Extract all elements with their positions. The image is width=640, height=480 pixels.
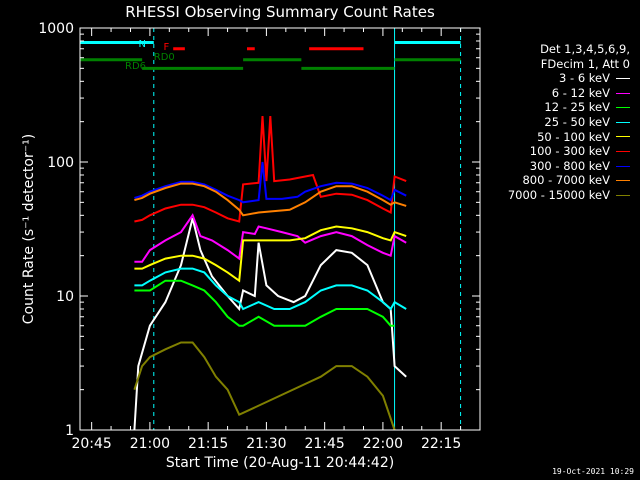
legend-item-label: 50 - 100 keV: [537, 129, 610, 144]
y-axis-label: Count Rate (s⁻¹ detector⁻¹): [21, 134, 37, 324]
x-tick-label: 20:45: [71, 436, 111, 452]
legend-item-label: 12 - 25 keV: [544, 100, 610, 115]
legend-swatch: [616, 165, 630, 167]
legend-header-line: Det 1,3,4,5,6,9,: [540, 42, 630, 56]
x-tick-label: 21:30: [246, 436, 286, 452]
legend-swatch: [616, 136, 630, 138]
x-tick-label: 22:00: [363, 436, 403, 452]
x-axis-label: Start Time (20-Aug-11 20:44:42): [166, 455, 394, 471]
legend-item-label: 300 - 800 keV: [529, 158, 610, 173]
series-line-3: [134, 267, 407, 311]
legend-swatch: [616, 194, 630, 196]
legend-item-label: 100 - 300 keV: [529, 144, 610, 159]
y-tick-label: 1000: [38, 21, 74, 37]
series-line-4: [134, 225, 407, 283]
series-line-1: [134, 213, 407, 263]
legend-item-label: 6 - 12 keV: [551, 85, 610, 100]
datestamp: 19-Oct-2021 10:29: [552, 467, 634, 476]
plot-frame: [79, 27, 481, 431]
legend-item: 25 - 50 keV: [508, 115, 630, 130]
legend-header-line: FDecim 1, Att 0: [540, 56, 630, 71]
legend-item-label: 800 - 7000 keV: [522, 173, 610, 188]
legend-item: 800 - 7000 keV: [508, 173, 630, 188]
legend-item-label: 7000 - 15000 keV: [507, 187, 610, 202]
legend-item: 50 - 100 keV: [508, 130, 630, 145]
legend-item: 7000 - 15000 keV: [508, 188, 630, 203]
x-tick-label: 21:15: [188, 436, 228, 452]
legend-swatch: [616, 150, 630, 152]
series-line-2: [134, 279, 395, 327]
flag-label-RD6: RD6: [125, 61, 146, 72]
chart-title: RHESSI Observing Summary Count Rates: [125, 3, 435, 21]
y-tick-label: 10: [56, 289, 74, 305]
legend-swatch: [616, 180, 630, 182]
legend-swatch: [616, 121, 630, 123]
y-tick-label: 1: [65, 423, 74, 439]
y-tick-label: 100: [47, 155, 74, 171]
series-line-8: [133, 341, 396, 431]
legend-item: 100 - 300 keV: [508, 144, 630, 159]
legend-item: 6 - 12 keV: [508, 86, 630, 101]
legend-item-label: 25 - 50 keV: [544, 114, 610, 129]
legend-item: 3 - 6 keV: [508, 71, 630, 86]
series-line-6: [134, 161, 407, 204]
legend-item: 300 - 800 keV: [508, 159, 630, 174]
flag-label-F: F: [164, 42, 170, 53]
flag-label-RD0: RD0: [154, 52, 175, 63]
legend-swatch: [616, 107, 630, 109]
series-line-7: [134, 182, 407, 217]
legend-item-label: 3 - 6 keV: [559, 71, 610, 86]
series-line-0: [133, 218, 407, 431]
x-tick-label: 22:15: [421, 436, 461, 452]
flag-label-N: N: [139, 39, 146, 50]
x-tick-label: 21:00: [130, 436, 170, 452]
legend-swatch: [616, 92, 630, 94]
series-line-5: [134, 116, 407, 223]
legend-swatch: [616, 77, 630, 79]
legend-item: 12 - 25 keV: [508, 100, 630, 115]
x-tick-label: 21:45: [304, 436, 344, 452]
